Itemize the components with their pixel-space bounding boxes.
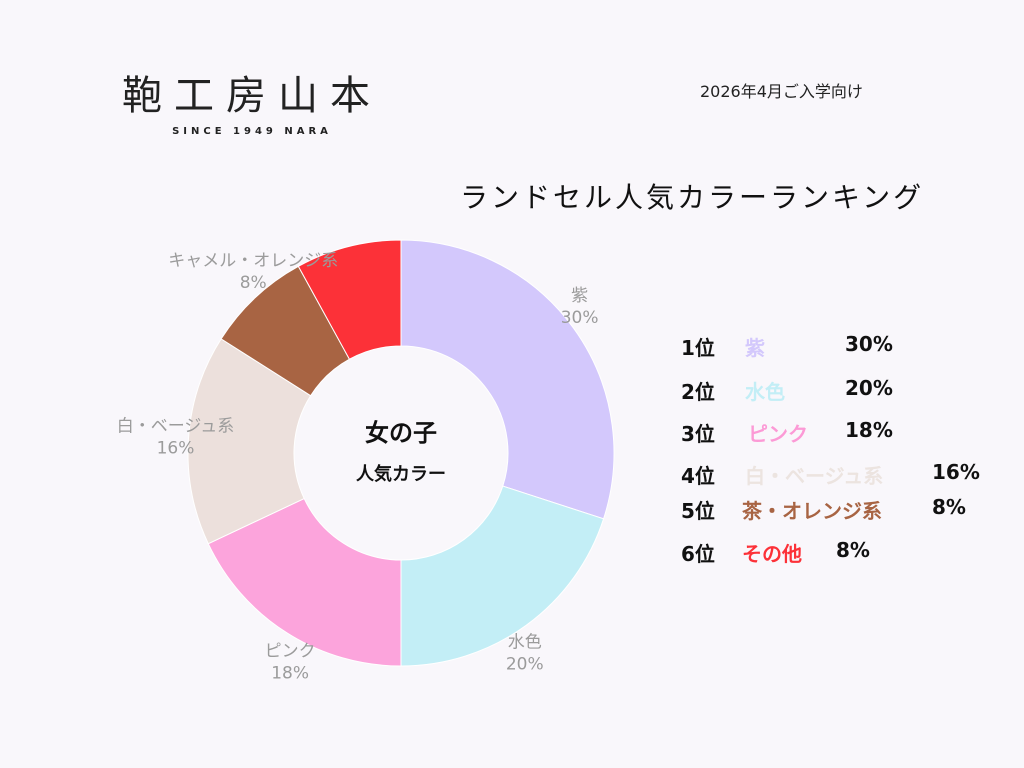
ranking-color-name: 紫 (745, 336, 765, 360)
ranking-color-name: 茶・オレンジ系 (742, 499, 882, 523)
ranking-position: 2位 (681, 380, 715, 404)
chart-title: ランドセル人気カラーランキング (460, 181, 925, 214)
ranking-position: 3位 (681, 422, 715, 446)
ranking-position: 5位 (681, 499, 715, 523)
slice-label-name: 水色 (508, 633, 542, 653)
ranking-percentage: 8% (932, 495, 966, 519)
donut-slice (400, 239, 615, 520)
slice-label-name: キャメル・オレンジ系 (168, 251, 338, 271)
ranking-color-name: 水色 (745, 380, 785, 404)
slice-label-value: 8% (240, 273, 267, 293)
donut-slice (207, 497, 402, 667)
ranking-color-name: その他 (742, 542, 802, 566)
slice-label-value: 20% (506, 655, 544, 675)
brand-name: 鞄工房山本 (122, 73, 382, 119)
donut-slice (187, 338, 312, 545)
slice-label-name: 紫 (571, 286, 588, 306)
slice-label-name: ピンク (265, 641, 316, 661)
donut-center-subtitle: 人気カラー (356, 463, 446, 485)
ranking-percentage: 16% (932, 460, 980, 484)
ranking-color-name: ピンク (748, 422, 808, 446)
ranking-position: 1位 (681, 336, 715, 360)
ranking-percentage: 20% (845, 376, 893, 400)
slice-label-value: 16% (157, 438, 195, 458)
slice-label-name: 白・ベージュ系 (117, 416, 234, 436)
ranking-percentage: 8% (836, 538, 870, 562)
ranking-color-name: 白・ベージュ系 (745, 464, 884, 488)
ranking-percentage: 30% (845, 332, 893, 356)
slice-label-value: 18% (271, 663, 309, 683)
enrollment-subtitle: 2026年4月ご入学向け (700, 82, 863, 101)
brand-tagline: SINCE 1949 NARA (172, 126, 332, 137)
donut-slice (297, 239, 402, 360)
ranking-position: 6位 (681, 542, 715, 566)
ranking-position: 4位 (681, 464, 715, 488)
brand-logo: 鞄工房山本 SINCE 1949 NARA (92, 70, 412, 137)
donut-center-title: 女の子 (365, 419, 437, 447)
donut-slices (187, 239, 615, 667)
donut-slice (400, 485, 605, 667)
ranking-percentage: 18% (845, 418, 893, 442)
slice-label-value: 30% (561, 308, 599, 328)
